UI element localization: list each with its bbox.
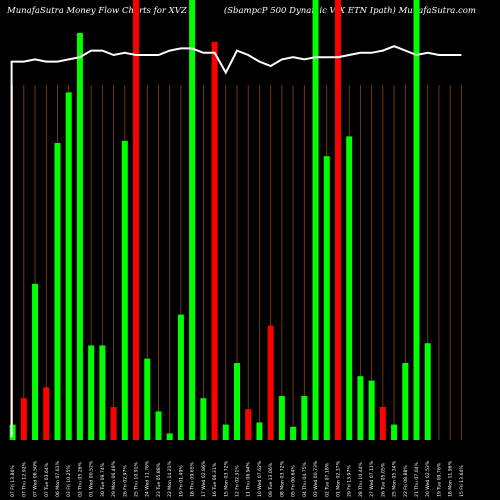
bar [54, 143, 61, 440]
bar [368, 380, 375, 440]
x-tick-label: 11 Thu 06.94% [246, 461, 252, 497]
bar [334, 0, 341, 440]
x-tick-label: 07 Thu 12.92% [21, 461, 27, 497]
bar [222, 424, 229, 440]
bar [402, 363, 409, 440]
x-tick-label: 04 Thu 04.75% [302, 461, 308, 497]
x-tick-label: 02 Thu 05.26% [77, 461, 83, 497]
x-tick-label: 22 Fri 08.88% [403, 465, 409, 497]
x-tick-label: 27 Wed 07.11% [369, 460, 375, 497]
bar [88, 345, 95, 440]
bar [301, 396, 308, 440]
bar [323, 156, 330, 440]
bar [43, 387, 50, 440]
x-tick-label: 08 Mon 03.72% [279, 460, 285, 497]
x-tick-label: 02 Tue 07.18% [324, 462, 330, 497]
bar [133, 0, 140, 440]
x-tick-label: 01 Wed 00.52% [89, 460, 95, 497]
bar [379, 407, 386, 440]
x-tick-label: 12 Fri 02.31% [235, 465, 241, 497]
x-tick-label: 29 Fri 13.97% [347, 465, 353, 497]
x-tick-label: 24 Wed 11.76% [145, 460, 151, 497]
bar [256, 422, 263, 440]
x-tick-label: 25 Mon 05.34% [392, 460, 398, 497]
x-tick-label: 09 Tue 13.06% [268, 462, 274, 497]
money-flow-line [10, 45, 462, 437]
x-tick-label: 15 Mon 03.72% [223, 460, 229, 497]
x-tick-label: 26 Tue 05.05% [380, 462, 386, 497]
x-tick-label: 25 Thu 10.91% [134, 461, 140, 497]
chart-subtitle: (SbampcP 500 Dynamic VIX ETN Ipath) Muna… [223, 6, 476, 16]
x-tick-label: 28 Thu 10.44% [358, 461, 364, 497]
bar [166, 433, 173, 440]
x-tick-label: 19 Tue 09.76% [436, 462, 442, 497]
x-tick-label: 03 Fri 10.25% [66, 465, 72, 497]
bar [346, 136, 353, 440]
x-tick-label: 07 Tue 03.64% [44, 462, 50, 497]
bar [110, 407, 117, 440]
bar [234, 363, 240, 440]
x-tick-label: 22 Mon 14.21% [167, 460, 173, 497]
x-tick-label: 15 Fri 13.64% [459, 465, 465, 497]
bar [245, 409, 252, 440]
bar [278, 396, 285, 440]
x-tick-label: 19 Fri 01.49% [178, 465, 184, 497]
bar [211, 41, 218, 441]
bar [20, 398, 27, 440]
bar [155, 411, 162, 440]
x-tick-label: 17 Wed 02.86% [201, 460, 207, 497]
x-tick-label: 18 Mon 11.96% [448, 460, 454, 497]
x-tick-label: 29 Mon 06.49% [111, 460, 117, 497]
bar [200, 398, 207, 440]
x-tick-label: 18 Thu 09.65% [190, 461, 196, 497]
bar [32, 283, 39, 440]
bar [76, 33, 83, 440]
bar [177, 314, 184, 440]
bar [65, 92, 72, 441]
bar [9, 424, 16, 440]
bar [312, 0, 319, 440]
x-tick-label: 01 Mon 02.37% [335, 460, 341, 497]
x-tick-label: 10 Wed 07.62% [257, 460, 263, 497]
bar [357, 376, 364, 440]
x-tick-label: 16 Tue 06.31% [212, 462, 218, 497]
x-tick-label: 30 Tue 09.74% [100, 462, 106, 497]
bar [189, 0, 196, 440]
x-tick-label: 26 Fri 02.97% [122, 465, 128, 497]
bar [121, 140, 128, 441]
x-tick-label: 07 Wed 08.50% [33, 460, 39, 497]
bar [267, 325, 274, 440]
x-tick-label: 03 Wed 00.73% [313, 460, 319, 497]
x-tick-label: 07 Fri 13.86% [10, 465, 16, 497]
bar [144, 358, 151, 440]
x-tick-label: 20 Wed 02.52% [425, 460, 431, 497]
bar [413, 0, 420, 440]
bar [99, 345, 106, 440]
bar [391, 424, 398, 440]
x-tick-label: 05 Fri 06.64% [291, 465, 297, 497]
bar [424, 343, 431, 440]
bar [290, 426, 297, 440]
x-tick-label: 21 Thu 07.04% [414, 461, 420, 497]
x-tick-label: 06 Mon 07.61% [55, 460, 61, 497]
chart-title: MunafaSutra Money Flow Charts for XVZ [7, 6, 187, 16]
x-tick-label: 23 Tue 05.88% [156, 462, 162, 497]
